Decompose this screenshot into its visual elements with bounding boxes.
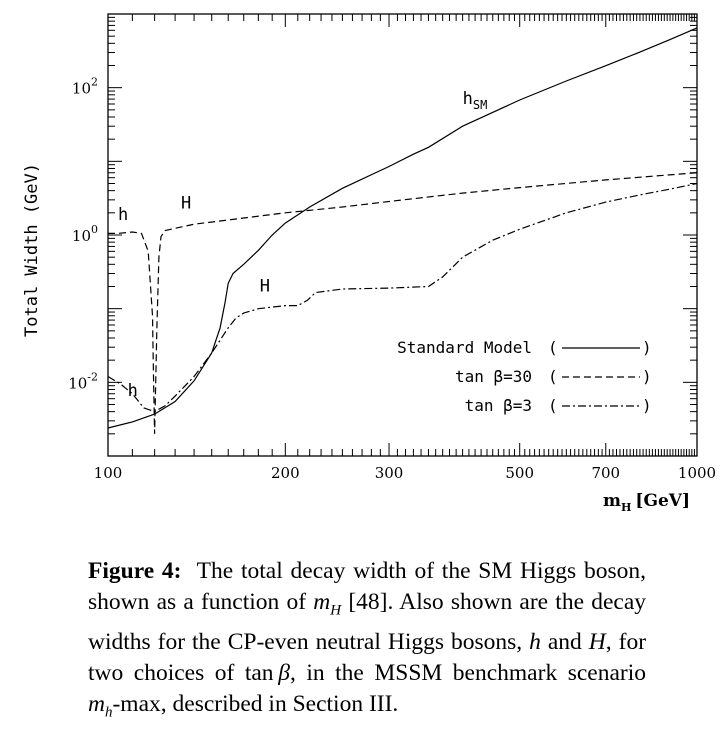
series-dashed bbox=[108, 172, 698, 434]
caption-math-H: H bbox=[588, 628, 606, 655]
series-lines bbox=[107, 27, 698, 434]
x-tick-label: 1000 bbox=[678, 464, 716, 482]
legend-label: Standard Model bbox=[397, 338, 532, 357]
y-tick-label: 102 bbox=[72, 76, 98, 98]
caption-text-4: , in the MSSM benchmark scenario bbox=[289, 659, 646, 686]
caption-text-5: -max, described in Section III. bbox=[112, 690, 399, 717]
axis-ticks bbox=[107, 14, 698, 457]
caption-text-3: , for two choices of tan bbox=[88, 628, 647, 686]
legend-label: tan β=3 bbox=[465, 396, 532, 415]
annotation-label: h bbox=[118, 205, 128, 225]
legend-paren-close: ) bbox=[642, 338, 652, 357]
series-dashdot bbox=[107, 182, 698, 413]
x-tick-labels: 100 200 300 500 700 1000 bbox=[94, 464, 716, 482]
caption-math-m: m bbox=[313, 589, 331, 615]
x-tick-label: 200 bbox=[271, 464, 300, 482]
x-tick-label: 500 bbox=[505, 464, 534, 482]
caption-math-h: h bbox=[529, 628, 541, 655]
caption-math-m2: m bbox=[88, 690, 105, 717]
annotation-label: H bbox=[260, 277, 270, 297]
y-tick-labels: 102 100 10-2 bbox=[68, 76, 98, 393]
annotation-label: H bbox=[181, 193, 191, 213]
x-axis-label: mH [GeV] bbox=[603, 491, 690, 514]
x-tick-label: 100 bbox=[94, 464, 123, 482]
legend-paren-close: ) bbox=[642, 367, 652, 386]
curve-annotations: hSM h H Hh bbox=[118, 89, 487, 401]
annotation-label: h bbox=[128, 381, 138, 401]
caption-label: Figure 4: bbox=[88, 558, 182, 584]
legend-label: tan β=30 bbox=[455, 367, 532, 386]
x-tick-label: 700 bbox=[591, 464, 620, 482]
legend: Standard Model () tan β=30 () tan β=3 () bbox=[397, 338, 652, 415]
y-tick-label: 10-2 bbox=[68, 370, 98, 392]
legend-paren-open: ( bbox=[548, 396, 558, 415]
decay-width-chart: 100 200 300 500 700 1000 102 100 10-2 hSM h H Hh T… bbox=[22, 13, 716, 514]
series-solid bbox=[107, 27, 698, 429]
legend-paren-close: ) bbox=[642, 396, 652, 415]
legend-paren-open: ( bbox=[548, 367, 558, 386]
figure-caption: Figure 4: The total decay width of the S… bbox=[88, 556, 646, 728]
caption-math-sub-h: H bbox=[330, 602, 342, 619]
y-tick-label: 100 bbox=[72, 223, 98, 245]
caption-and: and bbox=[547, 628, 582, 655]
caption-text-1: The total decay width of the SM Higgs bo… bbox=[88, 558, 647, 615]
caption-text-2: [48]. Also shown are the decay widths fo… bbox=[88, 589, 646, 655]
caption-math-beta: β bbox=[278, 659, 290, 686]
plot-frame bbox=[107, 13, 698, 457]
legend-paren-open: ( bbox=[548, 338, 558, 357]
caption-math-sub-h2: h bbox=[104, 704, 113, 721]
annotation-label: hSM bbox=[463, 89, 488, 112]
x-tick-label: 300 bbox=[375, 464, 404, 482]
y-axis-label: Total Width (GeV) bbox=[22, 163, 42, 337]
